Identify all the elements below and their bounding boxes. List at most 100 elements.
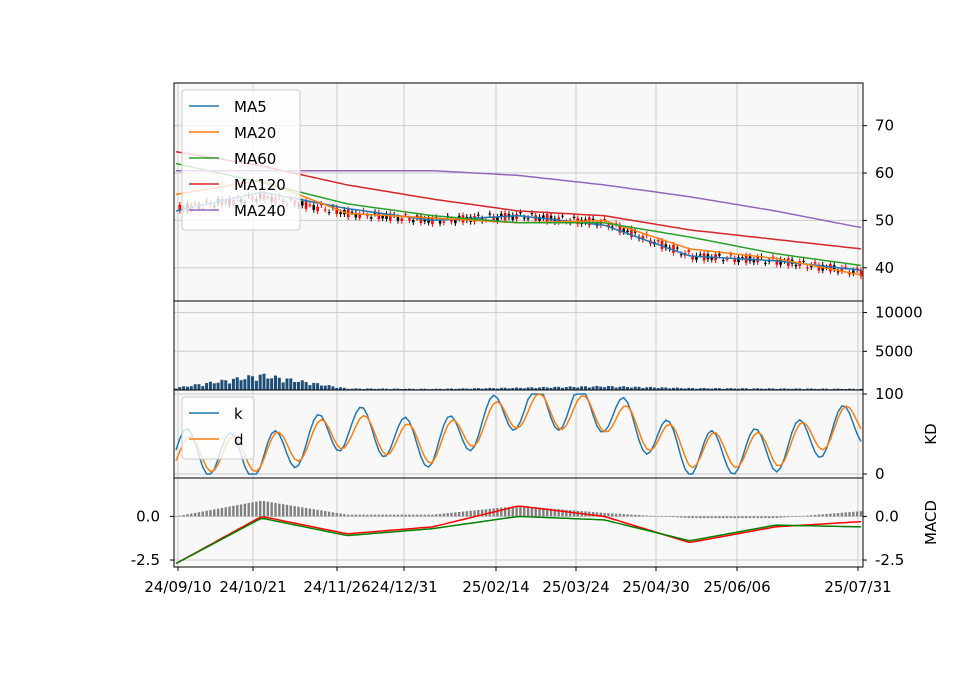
volume-bar <box>756 388 760 390</box>
histogram-bar <box>266 501 270 517</box>
candle-body <box>626 230 629 233</box>
candle-body <box>423 218 427 222</box>
histogram-bar <box>668 516 671 517</box>
histogram-bar <box>461 511 465 517</box>
histogram-bar <box>568 510 572 517</box>
histogram-bar <box>247 503 250 517</box>
candle-body <box>813 262 817 264</box>
candle-body <box>572 216 576 218</box>
volume-bar <box>564 387 568 390</box>
y-tick-label: 5000 <box>875 342 913 360</box>
volume-bar <box>614 387 618 390</box>
candle-body <box>339 212 342 215</box>
volume-bar <box>641 387 645 390</box>
histogram-bar <box>465 511 469 517</box>
histogram-bar <box>366 514 369 517</box>
y-tick-label: -2.5 <box>875 551 904 569</box>
histogram-bar <box>595 512 599 517</box>
histogram-bar <box>683 516 687 518</box>
histogram-bar <box>190 513 193 517</box>
volume-bar <box>369 388 373 390</box>
histogram-bar <box>821 514 824 517</box>
histogram-bar <box>706 516 710 519</box>
volume-bar <box>836 388 840 390</box>
histogram-bar <box>848 512 851 517</box>
candle-body <box>844 266 847 268</box>
histogram-bar <box>316 509 319 517</box>
candle-body <box>354 212 358 218</box>
candle-body <box>400 218 404 221</box>
histogram-bar <box>304 507 308 517</box>
volume-bar <box>694 388 698 390</box>
candle-body <box>672 244 675 253</box>
histogram-bar <box>301 507 304 517</box>
candle-body <box>369 217 373 219</box>
volume-bar <box>633 386 637 390</box>
volume-bar <box>174 388 178 390</box>
histogram-bar <box>787 516 790 518</box>
volume-bar <box>599 386 603 390</box>
histogram-bar <box>565 509 568 517</box>
volume-bar <box>231 378 235 390</box>
histogram-bar <box>614 513 618 517</box>
candle-body <box>549 215 553 219</box>
volume-bar <box>553 386 557 390</box>
histogram-bar <box>197 512 201 517</box>
volume-bar <box>649 386 653 390</box>
volume-bar <box>446 388 450 390</box>
volume-bar <box>381 388 385 390</box>
volume-bar <box>832 388 836 390</box>
volume-bar <box>480 388 484 390</box>
histogram-bar <box>385 514 388 517</box>
candle-body <box>737 257 740 263</box>
candle-body <box>396 217 400 221</box>
volume-bar <box>580 386 584 390</box>
histogram-bar <box>561 509 564 517</box>
candle-body <box>316 206 319 212</box>
candle-body <box>641 236 645 240</box>
histogram-bar <box>347 514 350 517</box>
volume-bar <box>809 388 813 390</box>
histogram-bar <box>297 506 300 517</box>
histogram-bar <box>829 513 832 517</box>
candle-body <box>411 220 415 223</box>
volume-bar <box>266 378 270 390</box>
volume-bar <box>308 385 312 390</box>
histogram-bar <box>431 514 434 517</box>
volume-bar <box>679 388 683 390</box>
candle-body <box>530 213 534 215</box>
volume-bar <box>342 387 346 390</box>
volume-bar <box>767 388 771 390</box>
panel-volume: 5000 10000 <box>173 300 923 391</box>
series-line-macd <box>175 505 862 565</box>
histogram-bar <box>679 516 683 518</box>
panel-kd: 0 100 KD <box>173 385 940 483</box>
candle-body <box>538 216 541 221</box>
volume-bar <box>182 386 186 390</box>
histogram-bar <box>193 512 197 517</box>
candle-body <box>622 228 626 233</box>
legend-label-ma20: MA20 <box>234 124 276 142</box>
volume-bar <box>189 386 193 390</box>
volume-bar <box>748 388 752 390</box>
y-tick-label: 0.0 <box>875 507 899 525</box>
histogram-bar <box>503 507 507 517</box>
y-tick-label: 100 <box>875 385 904 403</box>
candle-body <box>733 258 737 263</box>
candle-body <box>438 220 442 224</box>
volume-bar <box>771 388 775 390</box>
histogram-bar <box>855 511 859 517</box>
candle-body <box>802 260 805 262</box>
histogram-bar <box>672 516 675 518</box>
candle-body <box>522 217 526 219</box>
candle-body <box>389 213 392 221</box>
histogram-bar <box>752 516 756 519</box>
histogram-bar <box>182 514 185 517</box>
histogram-bar <box>542 507 545 517</box>
volume-bar <box>197 384 201 390</box>
histogram-bar <box>262 501 266 517</box>
histogram-bar <box>281 504 285 517</box>
legend-box <box>181 89 301 231</box>
volume-bar <box>407 388 411 390</box>
volume-bar <box>668 388 672 390</box>
